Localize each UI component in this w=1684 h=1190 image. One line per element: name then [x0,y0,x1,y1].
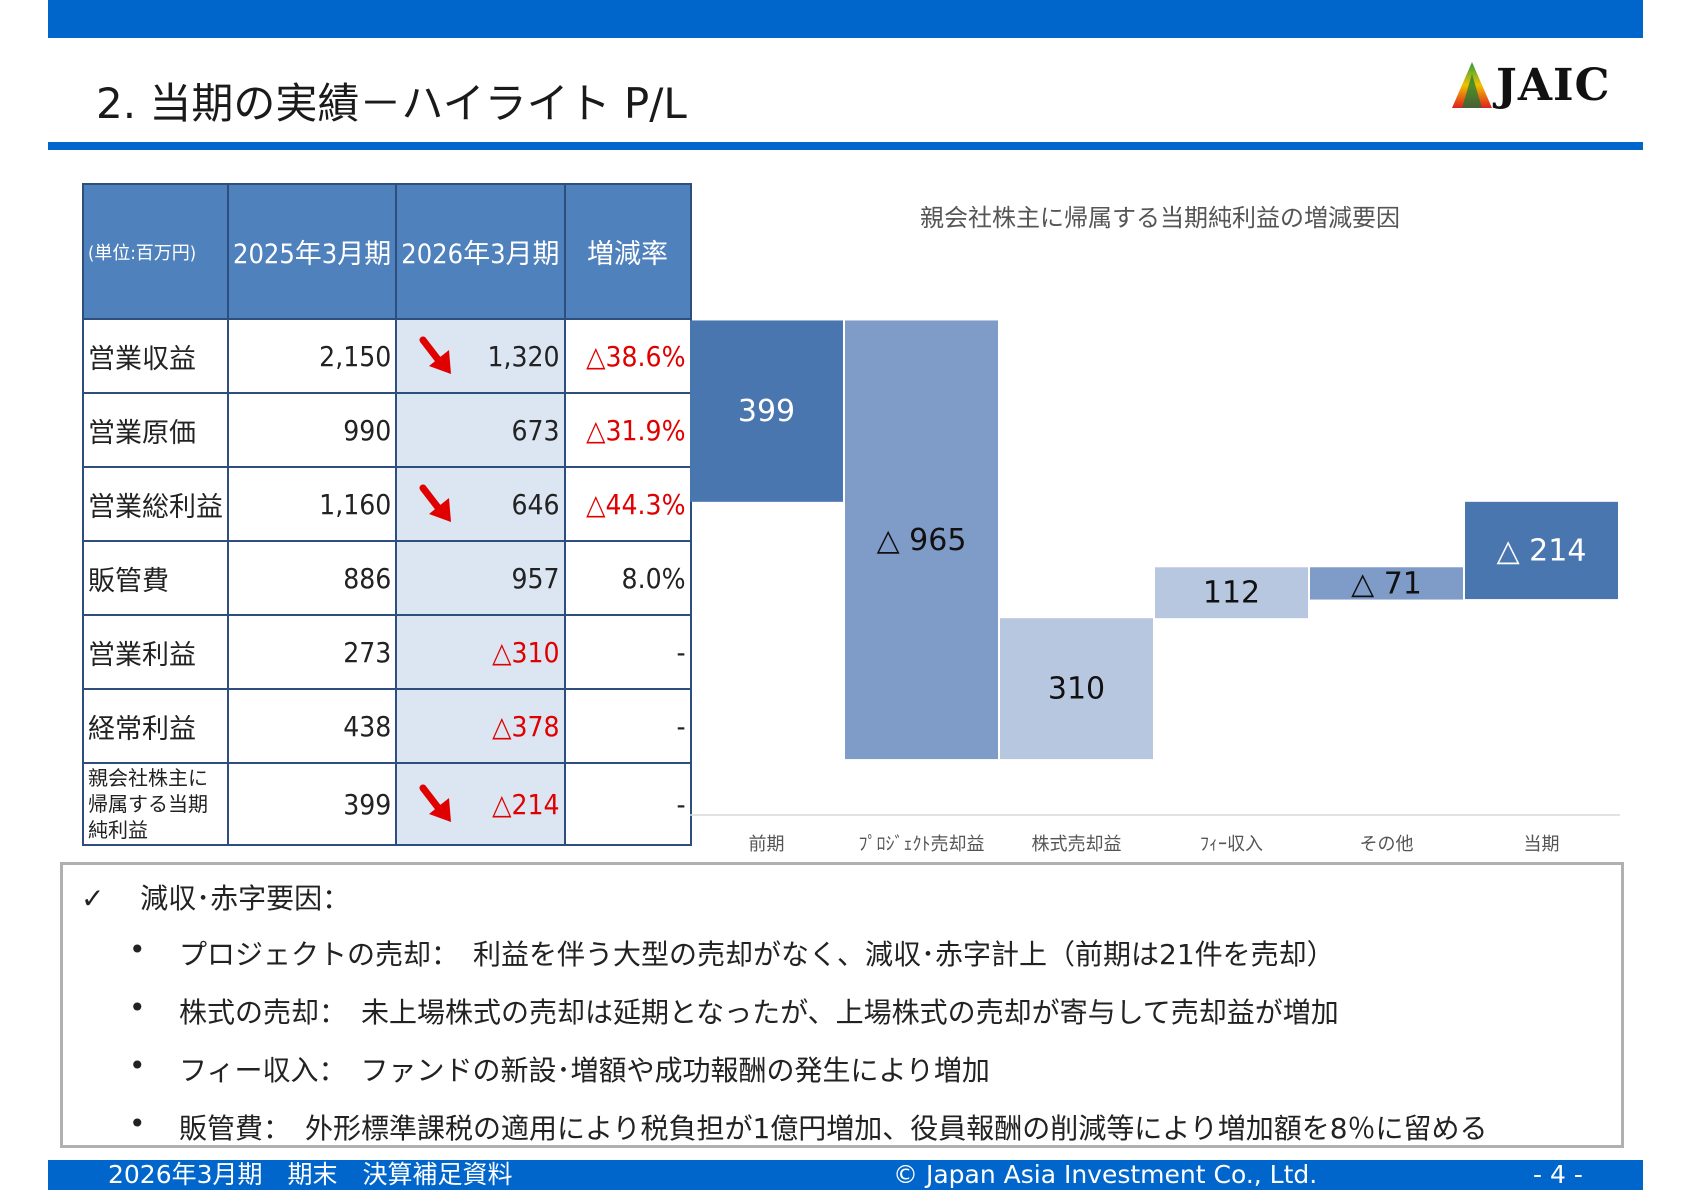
category-tick-label: 前期 [749,834,785,855]
footer-bar: 2026年3月期 期末 決算補足資料 © Japan Asia Investme… [48,1160,1643,1190]
waterfall-bar [1155,567,1308,619]
unit-header: (単位:百万円) [82,183,229,320]
table-row: 親会社株主に帰属する当期純利益 399 △214 - [82,762,692,846]
pl-table: (単位:百万円) 2025年3月期 2026年3月期 増減率 営業収益 2,15… [82,183,692,846]
table-row: 営業原価 990 673 △31.9% [82,392,692,468]
bullet-icon: • [129,1049,146,1082]
waterfall-bar [845,320,998,760]
cur-value: 957 [395,540,566,616]
bullet-icon: • [129,991,146,1024]
prev-value: 2,150 [226,318,398,394]
cur-value: △214 [492,787,560,821]
bullet-icon: • [129,1107,146,1140]
down-arrow-icon [419,336,452,374]
category-tick-label: その他 [1360,834,1414,855]
bar-value-label: 310 [1048,672,1105,707]
table-header-row: (単位:百万円) 2025年3月期 2026年3月期 増減率 [82,183,692,320]
logo-mountain-icon [1452,62,1492,108]
footer-doc-title: 2026年3月期 期末 決算補足資料 [108,1160,513,1189]
check-icon: ✓ [81,882,105,915]
notes-heading-text: 減収･赤字要因： [140,882,351,915]
bar-value-label: 399 [738,394,795,429]
row-label: 営業原価 [82,392,229,468]
cur-value: 646 [511,487,560,521]
table-row: 営業収益 2,150 1,320 △38.6% [82,318,692,394]
cur-value: △310 [395,614,566,690]
cur-value-cell: 1,320 [395,318,566,394]
cur-year-header: 2026年3月期 [395,183,566,320]
note-text: プロジェクトの売却： 利益を伴う大型の売却がなく、減収･赤字計上（前期は21件を… [179,938,1335,971]
note-text: 株式の売却： 未上場株式の売却は延期となったが、上場株式の売却が寄与して売却益が… [179,996,1339,1029]
row-label: 営業利益 [82,614,229,690]
row-label: 営業総利益 [82,466,229,542]
change-rate: △38.6% [563,318,692,394]
page-number: - 4 - [1533,1160,1583,1189]
title-divider [48,142,1643,150]
cur-value: 673 [395,392,566,468]
prev-value: 886 [226,540,398,616]
waterfall-bar [690,320,843,502]
chart-title: 親会社株主に帰属する当期純利益の増減要因 [920,204,1400,232]
change-rate: - [563,762,692,846]
bar-value-label: 112 [1203,576,1260,611]
cur-value-cell: △214 [395,762,566,846]
row-label: 販管費 [82,540,229,616]
bullet-icon: • [129,933,146,966]
notes-box: ✓ 減収･赤字要因： • プロジェクトの売却： 利益を伴う大型の売却がなく、減収… [60,862,1624,1148]
change-rate: △44.3% [563,466,692,542]
page-title: 2. 当期の実績－ハイライト P/L [96,79,687,128]
company-logo: JAIC [1450,58,1620,112]
row-label: 親会社株主に帰属する当期純利益 [82,762,229,846]
prev-value: 1,160 [226,466,398,542]
top-bar [48,0,1643,38]
change-rate: △31.9% [563,392,692,468]
change-rate-header: 増減率 [563,183,692,320]
cur-value-cell: 646 [395,466,566,542]
row-label: 営業収益 [82,318,229,394]
bar-value-label: △ 214 [1497,533,1587,568]
waterfall-chart: 399 前期 △ 965 ﾌﾟﾛｼﾞｪｸﾄ売却益 310 株式売却益 112 ﾌｨｰ収入 △ 7… [690,320,1620,855]
category-tick-label: ﾌｨｰ収入 [1200,834,1263,855]
change-rate: - [563,688,692,764]
prev-value: 990 [226,392,398,468]
note-text: フィー収入： ファンドの新設･増額や成功報酬の発生により増加 [179,1054,990,1087]
bar-value-label: △ 965 [877,523,967,558]
footer-copyright: © Japan Asia Investment Co., Ltd. [893,1160,1318,1189]
bar-value-label: △ 71 [1351,566,1422,601]
category-tick-label: 当期 [1524,834,1560,855]
waterfall-bar [1000,618,1153,760]
prev-value: 273 [226,614,398,690]
notes-heading: ✓ 減収･赤字要因： [81,877,350,917]
category-tick-label: 株式売却益 [1032,834,1122,855]
prev-value: 438 [226,688,398,764]
waterfall-bar [1465,501,1618,600]
cur-value: 1,320 [487,339,560,373]
note-text: 販管費： 外形標準課税の適用により税負担が1億円増加、役員報酬の削減等により増加… [179,1112,1488,1145]
cur-value: △378 [395,688,566,764]
down-arrow-icon [419,784,452,822]
row-label: 経常利益 [82,688,229,764]
change-rate: 8.0% [563,540,692,616]
change-rate: - [563,614,692,690]
waterfall-bar [1310,567,1463,600]
down-arrow-icon [419,484,452,522]
table-row: 経常利益 438 △378 - [82,688,692,764]
category-tick-label: ﾌﾟﾛｼﾞｪｸﾄ売却益 [859,834,985,855]
prev-year-header: 2025年3月期 [226,183,398,320]
table-row: 営業利益 273 △310 - [82,614,692,690]
logo-text: JAIC [1496,60,1611,111]
table-row: 販管費 886 957 8.0% [82,540,692,616]
table-row: 営業総利益 1,160 646 △44.3% [82,466,692,542]
prev-value: 399 [226,762,398,846]
